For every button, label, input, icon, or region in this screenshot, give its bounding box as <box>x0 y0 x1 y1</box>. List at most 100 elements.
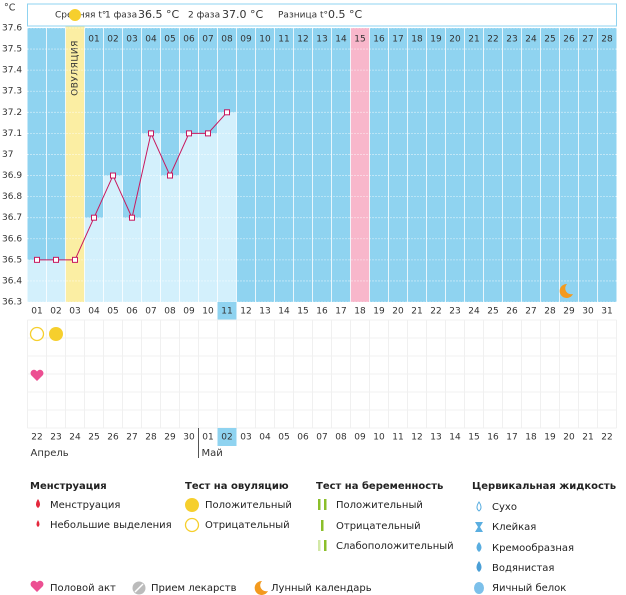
temp-point <box>91 214 97 221</box>
legend-item: Яичный белок <box>492 583 566 594</box>
legend-title: Тест на беременность <box>316 480 443 492</box>
legend-title: Менструация <box>30 481 107 492</box>
temp-point <box>129 214 135 221</box>
today-date-highlight <box>217 428 237 446</box>
temp-column <box>217 112 237 302</box>
date-label: 03 <box>240 433 251 443</box>
y-tick-label: 37.4 <box>2 66 22 76</box>
cycle-day: 26 <box>563 35 575 45</box>
cycle-day: 22 <box>487 35 498 45</box>
temp-point <box>167 172 173 179</box>
date-label: 30 <box>183 433 195 443</box>
icon-bar <box>324 499 327 510</box>
temp-column <box>46 259 66 302</box>
x-tick-label: 17 <box>335 307 346 317</box>
icon-drop-small <box>36 520 40 527</box>
unit: °C <box>4 3 16 14</box>
y-tick-label: 36.7 <box>2 213 22 223</box>
legend-item: Прием лекарств <box>151 583 237 594</box>
date-label: 13 <box>430 433 441 443</box>
date-label: 18 <box>525 433 537 443</box>
date-label: 19 <box>544 433 556 443</box>
y-tick-label: 36.4 <box>2 276 22 286</box>
x-tick-label: 24 <box>468 307 480 317</box>
intercourse-heart <box>30 369 44 381</box>
cycle-day: 12 <box>297 35 308 45</box>
x-tick-label: 09 <box>183 307 195 317</box>
legend-item: Кремообразная <box>492 543 574 554</box>
cycle-day: 16 <box>373 35 385 45</box>
date-label: 11 <box>392 433 403 443</box>
date-label: 05 <box>278 433 289 443</box>
icon-dry <box>476 501 482 512</box>
cycle-day: 13 <box>316 35 327 45</box>
x-tick-label: 03 <box>69 307 80 317</box>
month-label: Май <box>202 448 223 459</box>
y-tick-label: 36.6 <box>2 234 22 244</box>
date-label: 22 <box>31 433 42 443</box>
date-label: 01 <box>202 433 213 443</box>
date-label: 29 <box>164 433 176 443</box>
legend-item: Положительный <box>336 500 423 511</box>
x-tick-label: 19 <box>373 307 385 317</box>
y-tick-label: 37.2 <box>2 108 22 118</box>
date-label: 28 <box>145 433 157 443</box>
y-tick-label: 37.5 <box>2 45 22 55</box>
cycle-day: 08 <box>221 35 233 45</box>
legend-item: Отрицательный <box>205 520 290 531</box>
temp-point <box>224 109 230 116</box>
x-tick-label: 01 <box>31 307 42 317</box>
moon <box>559 283 573 298</box>
icon-pill-line <box>134 583 144 593</box>
ovulation-test-positive <box>49 327 63 341</box>
x-tick-label: 12 <box>240 307 251 317</box>
y-tick-label: 36.5 <box>2 255 22 265</box>
date-label: 12 <box>411 433 422 443</box>
legend: Менструация Менструация Небольшие выделе… <box>30 480 616 595</box>
ovulation-column <box>65 22 85 302</box>
icon-negative <box>184 517 200 533</box>
cycle-day: 18 <box>411 35 423 45</box>
cycle-day: 03 <box>126 35 137 45</box>
date-label: 22 <box>601 433 612 443</box>
icon-sticky <box>475 522 483 532</box>
date-label: 02 <box>221 433 232 443</box>
ovulation-sun <box>69 9 81 21</box>
legend-item: Половой акт <box>50 583 116 594</box>
cycle-day: 28 <box>601 35 613 45</box>
phase2-label: 2 фаза <box>188 11 220 21</box>
cycle-day: 10 <box>259 35 271 45</box>
date-label: 20 <box>563 433 575 443</box>
temp-point <box>110 172 116 179</box>
date-label: 23 <box>50 433 61 443</box>
x-tick-label: 06 <box>126 307 138 317</box>
cycle-day: 19 <box>430 35 442 45</box>
legend-item: Клейкая <box>492 522 536 533</box>
phase2-value: 37.0 °С <box>222 8 263 21</box>
date-label: 06 <box>297 433 309 443</box>
icon-bar <box>318 499 321 510</box>
cycle-day: 04 <box>145 35 157 45</box>
temp-point <box>148 130 154 137</box>
date-label: 09 <box>354 433 366 443</box>
x-tick-label: 23 <box>449 307 460 317</box>
cycle-day: 06 <box>183 35 195 45</box>
icon-drop <box>36 499 40 508</box>
y-tick-label: 37.3 <box>2 87 22 97</box>
ovulation-label: ОВУЛЯЦИЯ <box>71 40 81 96</box>
x-tick-label: 13 <box>259 307 270 317</box>
date-label: 04 <box>259 433 271 443</box>
icon-watery <box>476 561 482 572</box>
x-tick-label: 16 <box>316 307 328 317</box>
legend-item: Небольшие выделения <box>50 520 172 531</box>
x-tick-label: 30 <box>582 307 594 317</box>
cycle-day: 21 <box>468 35 479 45</box>
x-tick-label: 22 <box>430 307 441 317</box>
phase1-label: 1 фаза <box>105 11 137 21</box>
y-tick-label: 37.1 <box>2 129 22 139</box>
marked-column <box>350 28 370 302</box>
legend-item: Положительный <box>205 500 292 511</box>
x-tick-label: 08 <box>164 307 176 317</box>
x-tick-label: 29 <box>563 307 575 317</box>
legend-item: Слабоположительный <box>336 541 454 552</box>
